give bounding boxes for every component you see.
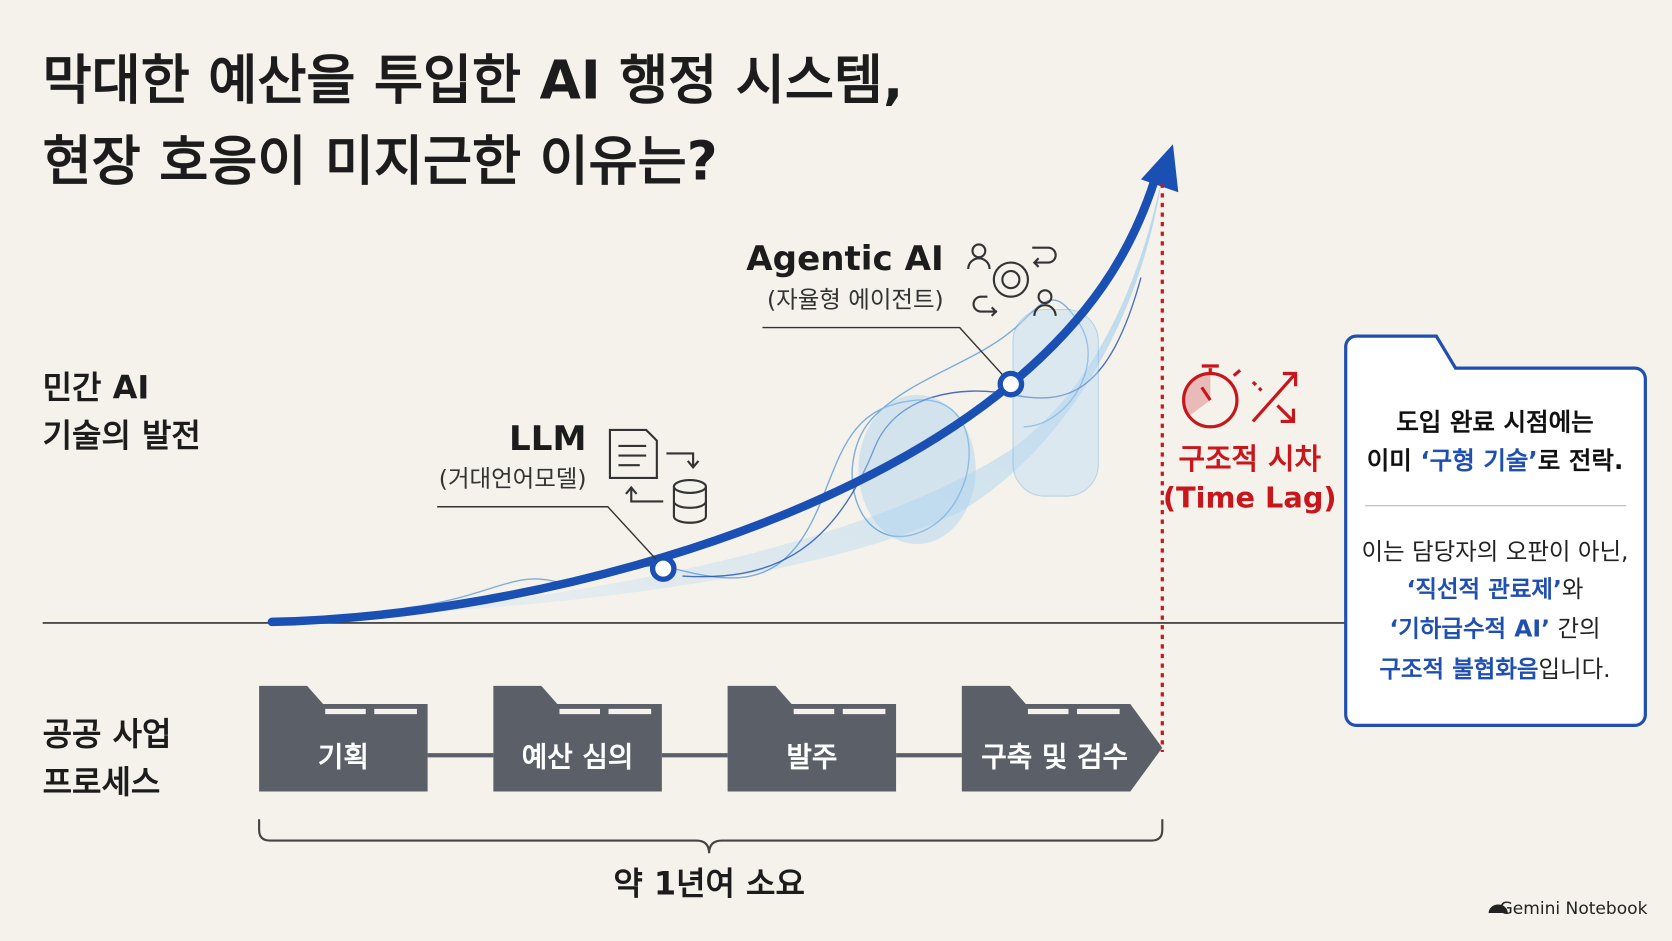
- callout-line: ‘직선적 관료제’와: [1407, 574, 1584, 602]
- callout-text: 입니다.: [1538, 654, 1610, 682]
- callout-text: 도입 완료 시점에는: [1396, 408, 1594, 437]
- callout-text: 와: [1562, 574, 1584, 602]
- milestone-node: [649, 555, 677, 582]
- callout-text: 로 전락.: [1538, 446, 1624, 475]
- track-label: 기술의 발전: [43, 416, 201, 454]
- callout-text: 이미: [1367, 446, 1421, 475]
- step-label: 구축 및 검수: [981, 740, 1128, 773]
- mismatch-icon: [1251, 371, 1298, 424]
- track-label: 공공 사업: [43, 715, 172, 753]
- process-step: [727, 685, 897, 792]
- title-line: 막대한 예산을 투입한 AI 행정 시스템,: [43, 49, 904, 111]
- process-step: [961, 685, 1163, 792]
- process: 기획 예산 심의 발주 구축 및 검수: [259, 685, 1163, 792]
- callout-line: 구조적 불협화음입니다.: [1379, 654, 1610, 682]
- milestone-label: Agentic AI: [746, 239, 943, 279]
- leader-line: [437, 506, 657, 560]
- callout-highlight: ‘직선적 관료제’: [1407, 574, 1562, 602]
- milestone-label: LLM: [509, 419, 586, 459]
- callout-line: ‘기하급수적 AI’ 간의: [1389, 614, 1600, 642]
- callout-highlight: ‘구형 기술’: [1420, 446, 1537, 475]
- step-label: 기획: [318, 740, 369, 773]
- growth-curve: [267, 175, 1160, 627]
- agent-icon: [967, 243, 1057, 317]
- time-lag-label: 구조적 시차: [1179, 442, 1322, 476]
- step-label: 예산 심의: [522, 740, 634, 773]
- callout-line: 이는 담당자의 오판이 아닌,: [1361, 537, 1628, 565]
- duration-brace: [258, 819, 1164, 854]
- leader-line: [762, 326, 1003, 375]
- arrow-head: [1140, 144, 1179, 193]
- milestone-sublabel: (거대언어모델): [439, 465, 587, 493]
- callout-text: 간의: [1550, 614, 1601, 642]
- duration-label: 약 1년여 소요: [613, 864, 805, 902]
- callout-highlight: 구조적 불협화음: [1379, 654, 1538, 682]
- title-line: 현장 호응이 미지근한 이유는?: [43, 130, 718, 192]
- callout-line: 도입 완료 시점에는: [1396, 408, 1594, 437]
- stopwatch-icon: [1182, 364, 1242, 429]
- process-step: [493, 685, 662, 792]
- process-step: [259, 685, 428, 792]
- callout-highlight: ‘기하급수적 AI’: [1389, 614, 1550, 642]
- wave-decoration: [287, 176, 1163, 621]
- brand-logo: [1488, 904, 1508, 914]
- callout-line: 이미 ‘구형 기술’로 전락.: [1367, 446, 1624, 475]
- track-label: 민간 AI: [43, 368, 150, 406]
- time-lag-label: (Time Lag): [1163, 480, 1337, 514]
- milestone-sublabel: (자율형 에이전트): [767, 285, 944, 313]
- track-label: 프로세스: [43, 763, 161, 801]
- llm-icon: [608, 428, 707, 524]
- milestone-node: [997, 370, 1025, 398]
- callout-text: 이는 담당자의 오판이 아닌,: [1361, 537, 1628, 565]
- callout-box: [1344, 334, 1647, 727]
- step-label: 발주: [786, 740, 837, 773]
- brand: Gemini Notebook: [1500, 899, 1648, 919]
